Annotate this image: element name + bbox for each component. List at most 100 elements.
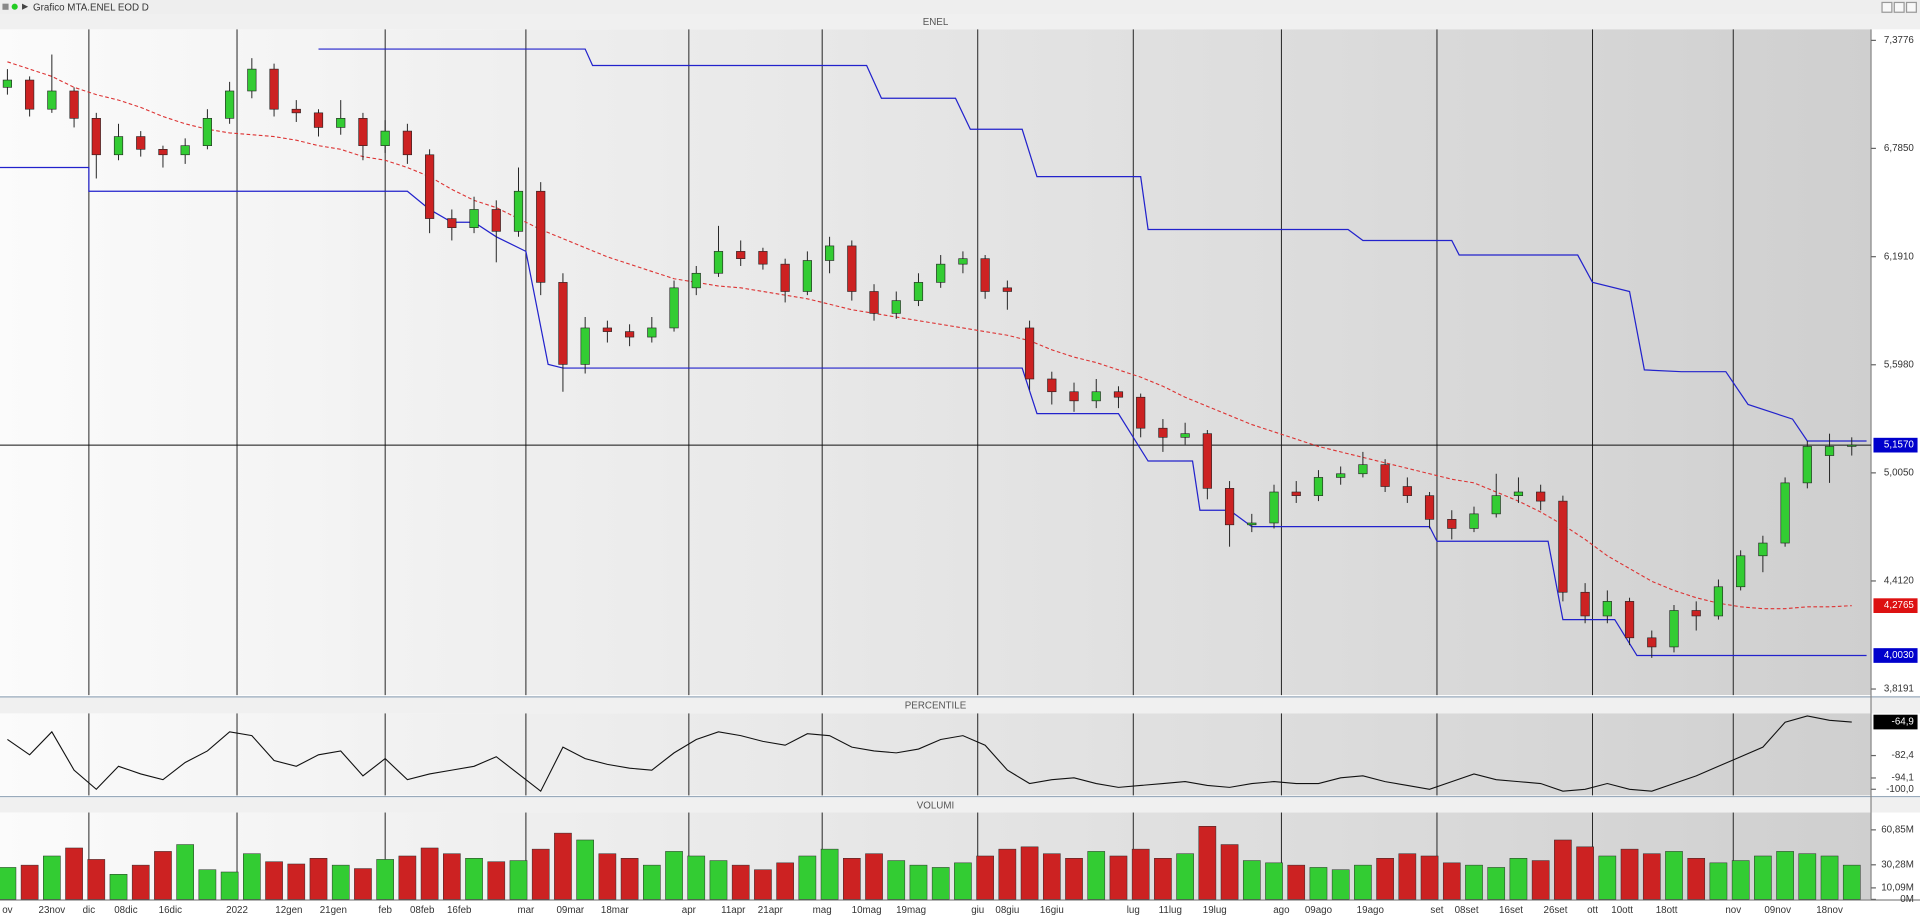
y-tick-label: 30,28M [1881,859,1914,870]
volume-bar [909,864,928,900]
x-tick-label: 19ago [1357,905,1385,916]
volume-bar [798,855,817,900]
percentile-panel [0,713,1872,796]
volume-bar [1487,867,1506,900]
volume-bar [1709,862,1728,900]
candle-body [1202,433,1212,489]
candle-body [1624,601,1635,639]
x-tick-label: lug [1127,905,1140,916]
candle-body [913,282,924,301]
x-tick-label: 10ott [1611,905,1633,916]
price-marker-box [1873,648,1918,663]
last-price-box [1873,437,1918,453]
volume-bar [820,848,839,900]
close-button[interactable] [1905,1,1917,13]
volume-bar [954,862,972,900]
panel-title: PERCENTILE [905,701,967,712]
volume-bar [1198,826,1217,900]
play-icon[interactable] [22,3,29,10]
volume-bar [976,855,994,900]
panel-title: VOLUMI [917,800,955,811]
volume-bar [1176,853,1194,900]
x-tick-label: mar [517,905,535,916]
volume-bar [842,858,861,900]
volume-bar [687,855,706,900]
candle-body [402,130,412,156]
price-marker-label: 4,0030 [1884,650,1914,661]
candle-body [1491,495,1501,515]
y-tick-label: 7,3776 [1884,35,1914,46]
volume-bar [1087,851,1106,900]
maximize-button[interactable] [1893,1,1905,13]
volume-bar [1531,860,1550,900]
candle-body [669,287,679,329]
minimize-button[interactable] [1881,1,1893,13]
volume-bar [1642,853,1661,900]
volume-bar [0,867,17,900]
y-tick-label: 3,8191 [1884,684,1914,695]
volume-bar [998,848,1017,900]
volume-bar [198,869,217,900]
x-tick-label: ago [1273,905,1290,916]
candle-body [1047,378,1057,393]
volume-bar [531,848,550,900]
x-tick-label: 18ott [1656,905,1678,916]
candle-body [1180,433,1190,438]
candle-body [824,245,835,261]
volume-bar [1331,869,1350,900]
candle-body [1358,464,1368,475]
x-tick-label: ott [1587,905,1598,916]
candle-body [536,190,546,283]
candle-body [1336,473,1346,478]
candle-body [936,263,946,283]
volume-bar [1620,848,1639,900]
candle-body [336,118,346,128]
candle-body [1402,486,1412,496]
candle-body [758,251,768,265]
candle-body [1824,446,1835,456]
menu-icon[interactable] [2,3,9,10]
volume-bar [1242,860,1261,900]
candle-body [1424,495,1435,520]
volume-bar [1576,846,1594,900]
candle-body [980,258,990,292]
x-tick-label: dic [83,905,96,916]
y-tick-label: 5,0050 [1884,467,1914,478]
candle-body [291,108,301,114]
volume-bar [109,874,128,900]
panel-header [0,797,1920,813]
candle-body [447,218,457,228]
volume-bar [887,860,906,900]
y-tick-label: 10,09M [1881,882,1914,893]
candle-body [847,245,857,292]
panel-title: ENEL [923,17,949,28]
volume-bar [1465,864,1483,900]
window-title: Grafico MTA.ENEL EOD D [33,3,149,14]
volume-bar [1020,846,1039,900]
status-icon [11,3,18,10]
volume-bar [1798,853,1817,900]
y-tick-label: 0M [1900,894,1914,905]
plot-layer: dic 2022 feb mar apr mag giu lug ago set ott nov ov 2… [0,29,1918,916]
x-tick-label: 08feb [410,905,435,916]
candle-body [1802,446,1812,484]
candle-body [1069,391,1079,402]
candle-body [602,327,612,332]
candle-body [1758,542,1768,557]
volume-bar [354,868,372,900]
x-tick-label: 21gen [320,905,347,916]
volume-bar [1354,864,1372,900]
volume-bar [1042,853,1061,900]
volume-bar [1420,855,1439,900]
candle-body [1091,391,1101,402]
x-tick-label: mag [813,905,832,916]
candle-body [1269,491,1279,524]
volume-bar [509,860,528,900]
candle-body [25,79,35,110]
x-tick-label: 16feb [447,905,472,916]
volume-bar [376,859,394,900]
x-tick-label: 18mar [601,905,629,916]
volume-bar [309,858,328,900]
